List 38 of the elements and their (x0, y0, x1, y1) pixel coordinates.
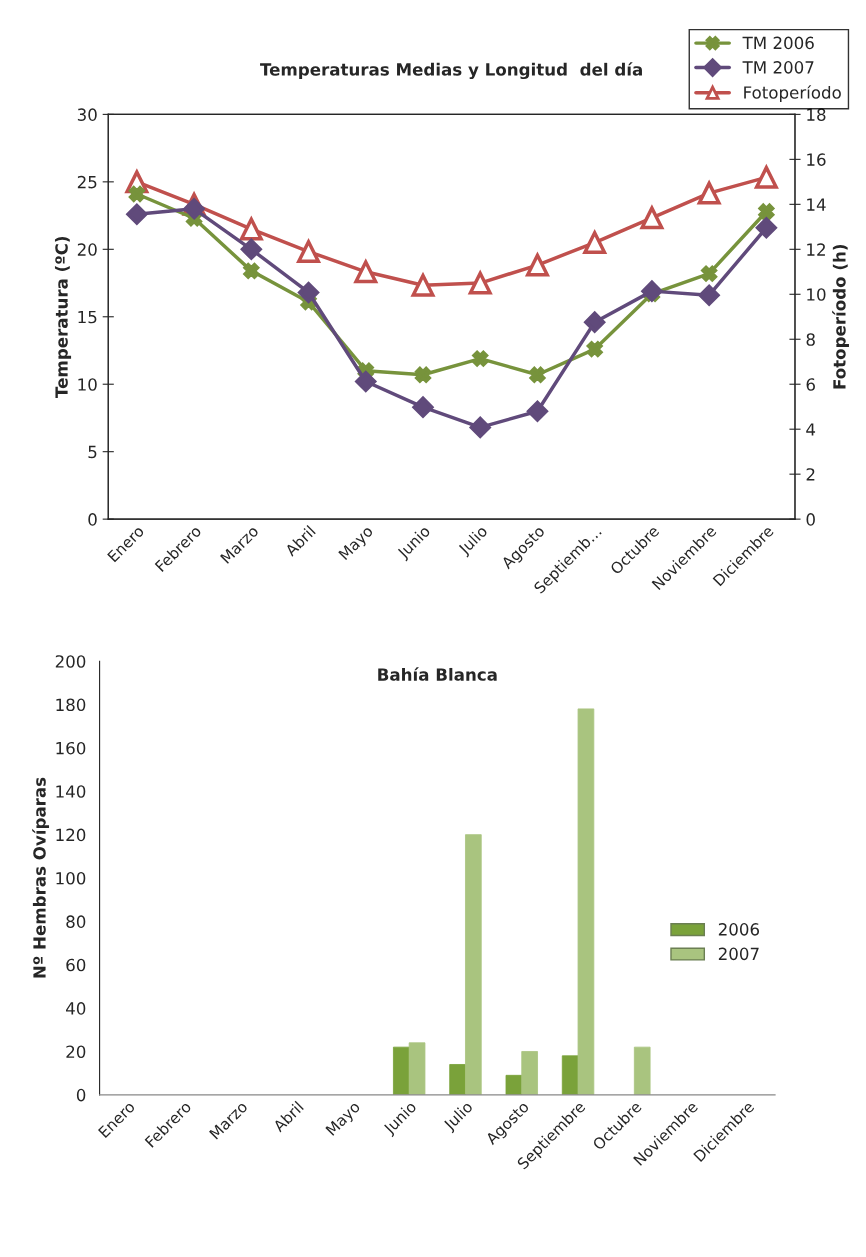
y2-tick-label: 14 (807, 198, 826, 211)
y-axis-title: Temperatura (ºC) (54, 236, 72, 398)
legend-label: 2007 (718, 947, 759, 961)
y-tick-label: 80 (66, 915, 86, 928)
y-tick-label: 200 (55, 655, 86, 668)
y-axis-title: Nº Hembras Ovíparas (32, 777, 50, 978)
y-tick-label: 100 (56, 871, 86, 885)
legend-label: TM 2007 (742, 61, 814, 74)
y2-tick-label: 10 (807, 288, 826, 301)
y2-axis-title: Fotoperíodo (h) (832, 244, 849, 389)
chart-title: Bahía Blanca (378, 667, 497, 681)
y2-tick-label: 6 (806, 378, 815, 391)
y-tick-label: 20 (77, 243, 97, 256)
legend-label: Fotoperíodo (744, 85, 841, 103)
y2-tick-label: 16 (807, 153, 826, 166)
y2-tick-label: 2 (806, 468, 815, 481)
y-tick-label: 160 (56, 741, 86, 755)
y2-tick-label: 18 (807, 108, 826, 121)
legend-label: TM 2006 (742, 36, 814, 50)
y2-tick-label: 4 (806, 423, 816, 436)
legend-label: 2006 (718, 923, 760, 936)
y2-tick-label: 0 (806, 513, 815, 526)
y-tick-label: 120 (56, 828, 86, 842)
y-tick-label: 20 (66, 1045, 86, 1059)
y-tick-label: 5 (88, 445, 97, 459)
y-tick-label: 10 (78, 378, 97, 391)
y-tick-label: 15 (78, 310, 97, 324)
y-tick-label: 30 (77, 108, 97, 121)
y-tick-label: 0 (76, 1088, 86, 1102)
y2-tick-label: 12 (807, 243, 825, 256)
y-tick-label: 40 (66, 1002, 86, 1015)
y-tick-label: 25 (77, 175, 97, 189)
y-tick-label: 180 (56, 698, 86, 712)
y-tick-label: 140 (56, 785, 86, 798)
y-tick-label: 0 (88, 513, 97, 526)
y-tick-label: 60 (66, 958, 86, 972)
y2-tick-label: 8 (806, 333, 815, 346)
chart-title: Temperaturas Medias y Longitud del día (260, 62, 642, 80)
